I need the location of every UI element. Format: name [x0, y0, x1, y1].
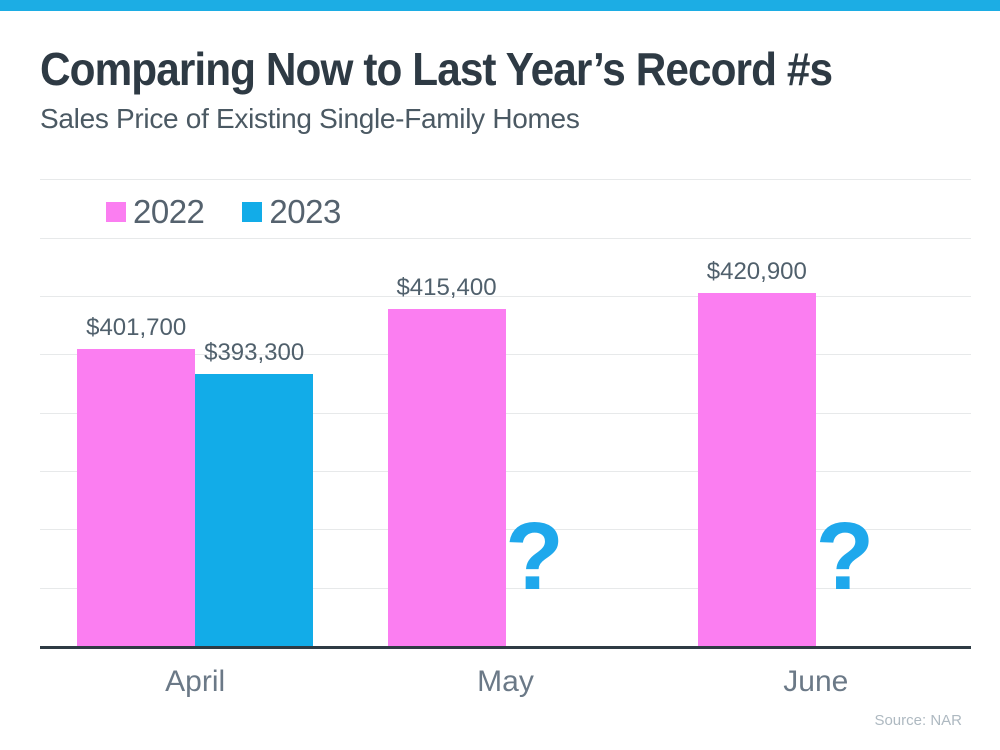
chart-legend: 2022 2023 [106, 193, 341, 231]
bar-value-label: $415,400 [396, 274, 497, 302]
bar-2022-june [697, 293, 816, 646]
bar-2022-may [387, 309, 506, 646]
legend-swatch-2023 [242, 202, 263, 222]
x-axis-label-april: April [165, 665, 226, 698]
legend-item-2023: 2023 [242, 193, 341, 231]
legend-label-2022: 2022 [133, 193, 205, 230]
gridline [40, 470, 971, 472]
bar-2023-april [195, 373, 314, 646]
bar-value-label: $401,700 [86, 314, 187, 342]
bar-value-label: $393,300 [204, 338, 305, 366]
x-axis-label-may: May [477, 665, 534, 698]
bar-2022-april [77, 349, 196, 646]
missing-value-question-mark: ? [815, 503, 875, 610]
page-subtitle: Sales Price of Existing Single-Family Ho… [40, 103, 580, 134]
x-axis-label-june: June [783, 665, 849, 698]
legend-swatch-2022 [106, 202, 126, 222]
gridline [40, 412, 971, 414]
top-accent-bar [0, 0, 1000, 11]
x-axis-line [40, 646, 971, 649]
gridline [40, 529, 971, 531]
gridline [40, 237, 971, 239]
page-title: Comparing Now to Last Year’s Record #s [40, 43, 833, 95]
bar-value-label: $420,900 [706, 258, 807, 286]
legend-item-2022: 2022 [106, 193, 205, 231]
gridline [40, 295, 971, 297]
legend-label-2023: 2023 [269, 193, 341, 230]
missing-value-question-mark: ? [505, 503, 564, 610]
gridline [40, 179, 971, 181]
gridline [40, 587, 971, 589]
gridline [40, 354, 971, 356]
source-attribution: Source: NAR [874, 712, 962, 729]
